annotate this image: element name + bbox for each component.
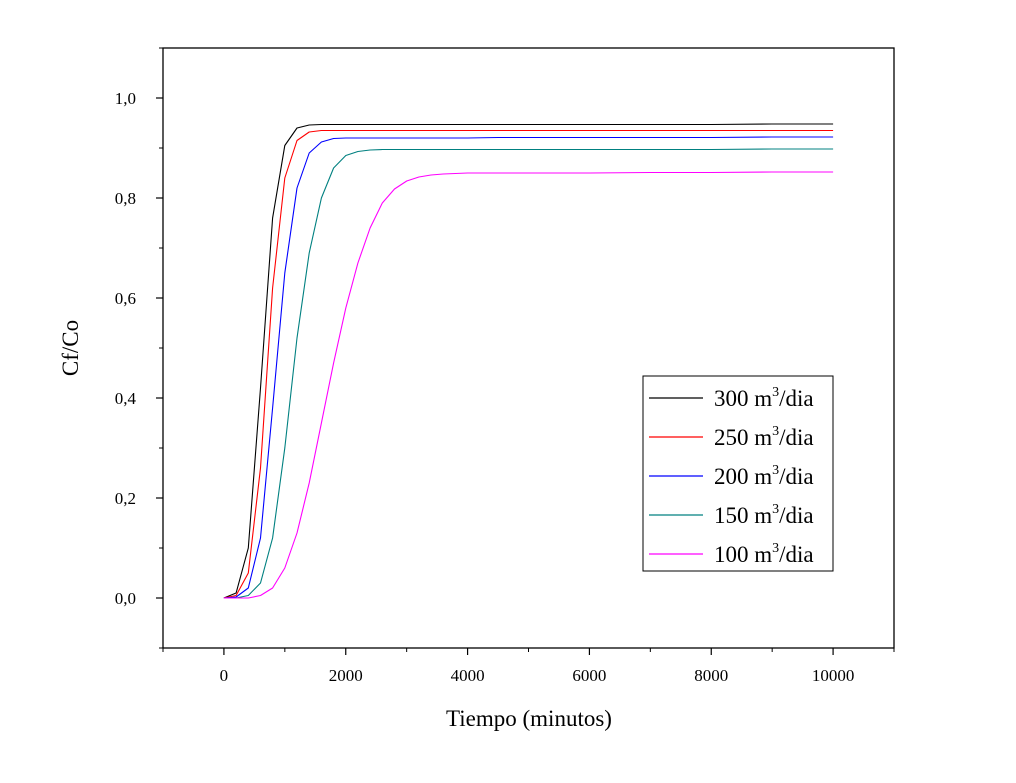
y-tick-label: 0,4 <box>115 389 137 408</box>
legend-label-2: 200 m3/dia <box>714 463 814 489</box>
legend-label-1: 250 m3/dia <box>714 424 814 450</box>
series-line-3 <box>223 148 834 599</box>
legend-label-3: 150 m3/dia <box>714 502 814 528</box>
x-tick-label: 8000 <box>694 666 728 685</box>
legend-items: 300 m3/dia 250 m3/dia 200 m3/dia 150 m3/dia… <box>649 385 814 567</box>
series-line-1 <box>223 129 834 599</box>
series-line-0 <box>223 123 834 599</box>
y-tick-label: 0,0 <box>115 589 136 608</box>
legend-label-0: 300 m3/dia <box>714 385 814 411</box>
y-tick-label: 0,6 <box>115 289 136 308</box>
legend-box <box>642 375 834 572</box>
y-tick-label: 1,0 <box>115 89 136 108</box>
x-axis-title: Tiempo (minutos) <box>446 706 612 731</box>
x-axis: 0 2000 4000 6000 8000 10000 <box>162 648 895 685</box>
y-tick-label: 0,2 <box>115 489 136 508</box>
series-lines <box>223 123 834 599</box>
y-tick-label: 0,8 <box>115 189 136 208</box>
x-tick-label: 4000 <box>451 666 485 685</box>
x-tick-label: 6000 <box>572 666 606 685</box>
x-tick-label: 10000 <box>812 666 855 685</box>
series-line-2 <box>223 136 834 599</box>
x-tick-label: 0 <box>220 666 229 685</box>
y-axis: 0,0 0,2 0,4 0,6 0,8 1,0 <box>115 47 163 649</box>
legend: 300 m3/dia 250 m3/dia 200 m3/dia 150 m3/dia… <box>642 375 834 572</box>
series-line-4 <box>223 171 834 599</box>
x-tick-label: 2000 <box>329 666 363 685</box>
y-axis-title: Cf/Co <box>58 320 83 376</box>
legend-label-4: 100 m3/dia <box>714 541 814 567</box>
